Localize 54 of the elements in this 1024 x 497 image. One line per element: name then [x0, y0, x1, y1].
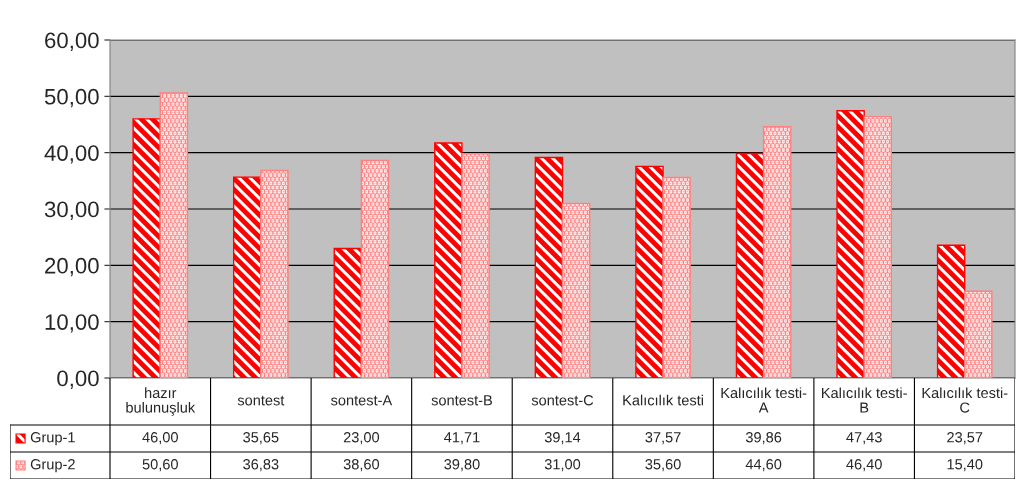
bar	[735, 152, 765, 378]
bar	[635, 165, 664, 378]
data-label: 23,57	[947, 432, 983, 445]
data-label: 47,43	[846, 432, 882, 445]
data-label: 44,60	[745, 459, 782, 472]
y-tick-label: 50,00	[44, 88, 99, 108]
data-label: 31,00	[544, 459, 581, 472]
data-label: 39,80	[444, 459, 480, 472]
x-tick-label: Kalıcılık testi-C	[922, 387, 1008, 413]
bar	[662, 176, 691, 378]
bar	[964, 290, 993, 378]
data-label: 15,40	[947, 459, 983, 472]
bar	[534, 156, 564, 378]
bar	[863, 115, 893, 378]
y-tick-label: 20,00	[45, 257, 99, 277]
x-tick-label: sontest	[237, 395, 285, 406]
data-label: 46,40	[846, 459, 882, 472]
bar	[434, 142, 463, 378]
data-label: 46,00	[142, 432, 178, 445]
legend-label: Grup-2	[30, 459, 75, 473]
bar	[159, 92, 189, 378]
y-tick-label: 40,00	[44, 145, 99, 164]
bar	[561, 202, 591, 378]
bar	[461, 153, 490, 378]
bar	[232, 176, 262, 378]
x-tick-label: hazır bulunuşluk	[126, 387, 196, 416]
bar	[936, 244, 966, 378]
data-label: 37,57	[645, 432, 681, 445]
bar	[762, 126, 792, 378]
data-label: 41,71	[444, 432, 480, 445]
x-tick-label: Kalıcılık testi-B	[822, 387, 907, 413]
data-label: 35,60	[645, 459, 681, 472]
data-label: 50,60	[142, 459, 178, 472]
data-label: 39,14	[544, 432, 581, 445]
data-label: 36,83	[243, 459, 279, 472]
x-tick-label: sontest-A	[331, 395, 393, 406]
bar	[132, 118, 161, 378]
data-label: 35,65	[243, 432, 279, 445]
data-label: 38,60	[343, 459, 380, 472]
y-tick-label: 0,00	[57, 370, 99, 389]
bar	[333, 247, 363, 378]
legend-label: Grup-1	[30, 432, 75, 446]
x-tick-label: Kalıcılık testi-A	[721, 387, 807, 413]
bar	[836, 110, 865, 378]
bar	[360, 159, 390, 378]
y-tick-label: 60,00	[45, 32, 99, 51]
bar	[260, 169, 289, 378]
x-tick-label: sontest-C	[531, 395, 594, 406]
y-tick-label: 10,00	[45, 314, 99, 333]
y-tick-label: 30,00	[44, 201, 99, 220]
data-label: 39,86	[745, 432, 782, 445]
data-label: 23,00	[343, 432, 380, 445]
x-tick-label: sontest-B	[431, 395, 492, 406]
x-tick-label: Kalıcılık testi	[623, 394, 703, 406]
